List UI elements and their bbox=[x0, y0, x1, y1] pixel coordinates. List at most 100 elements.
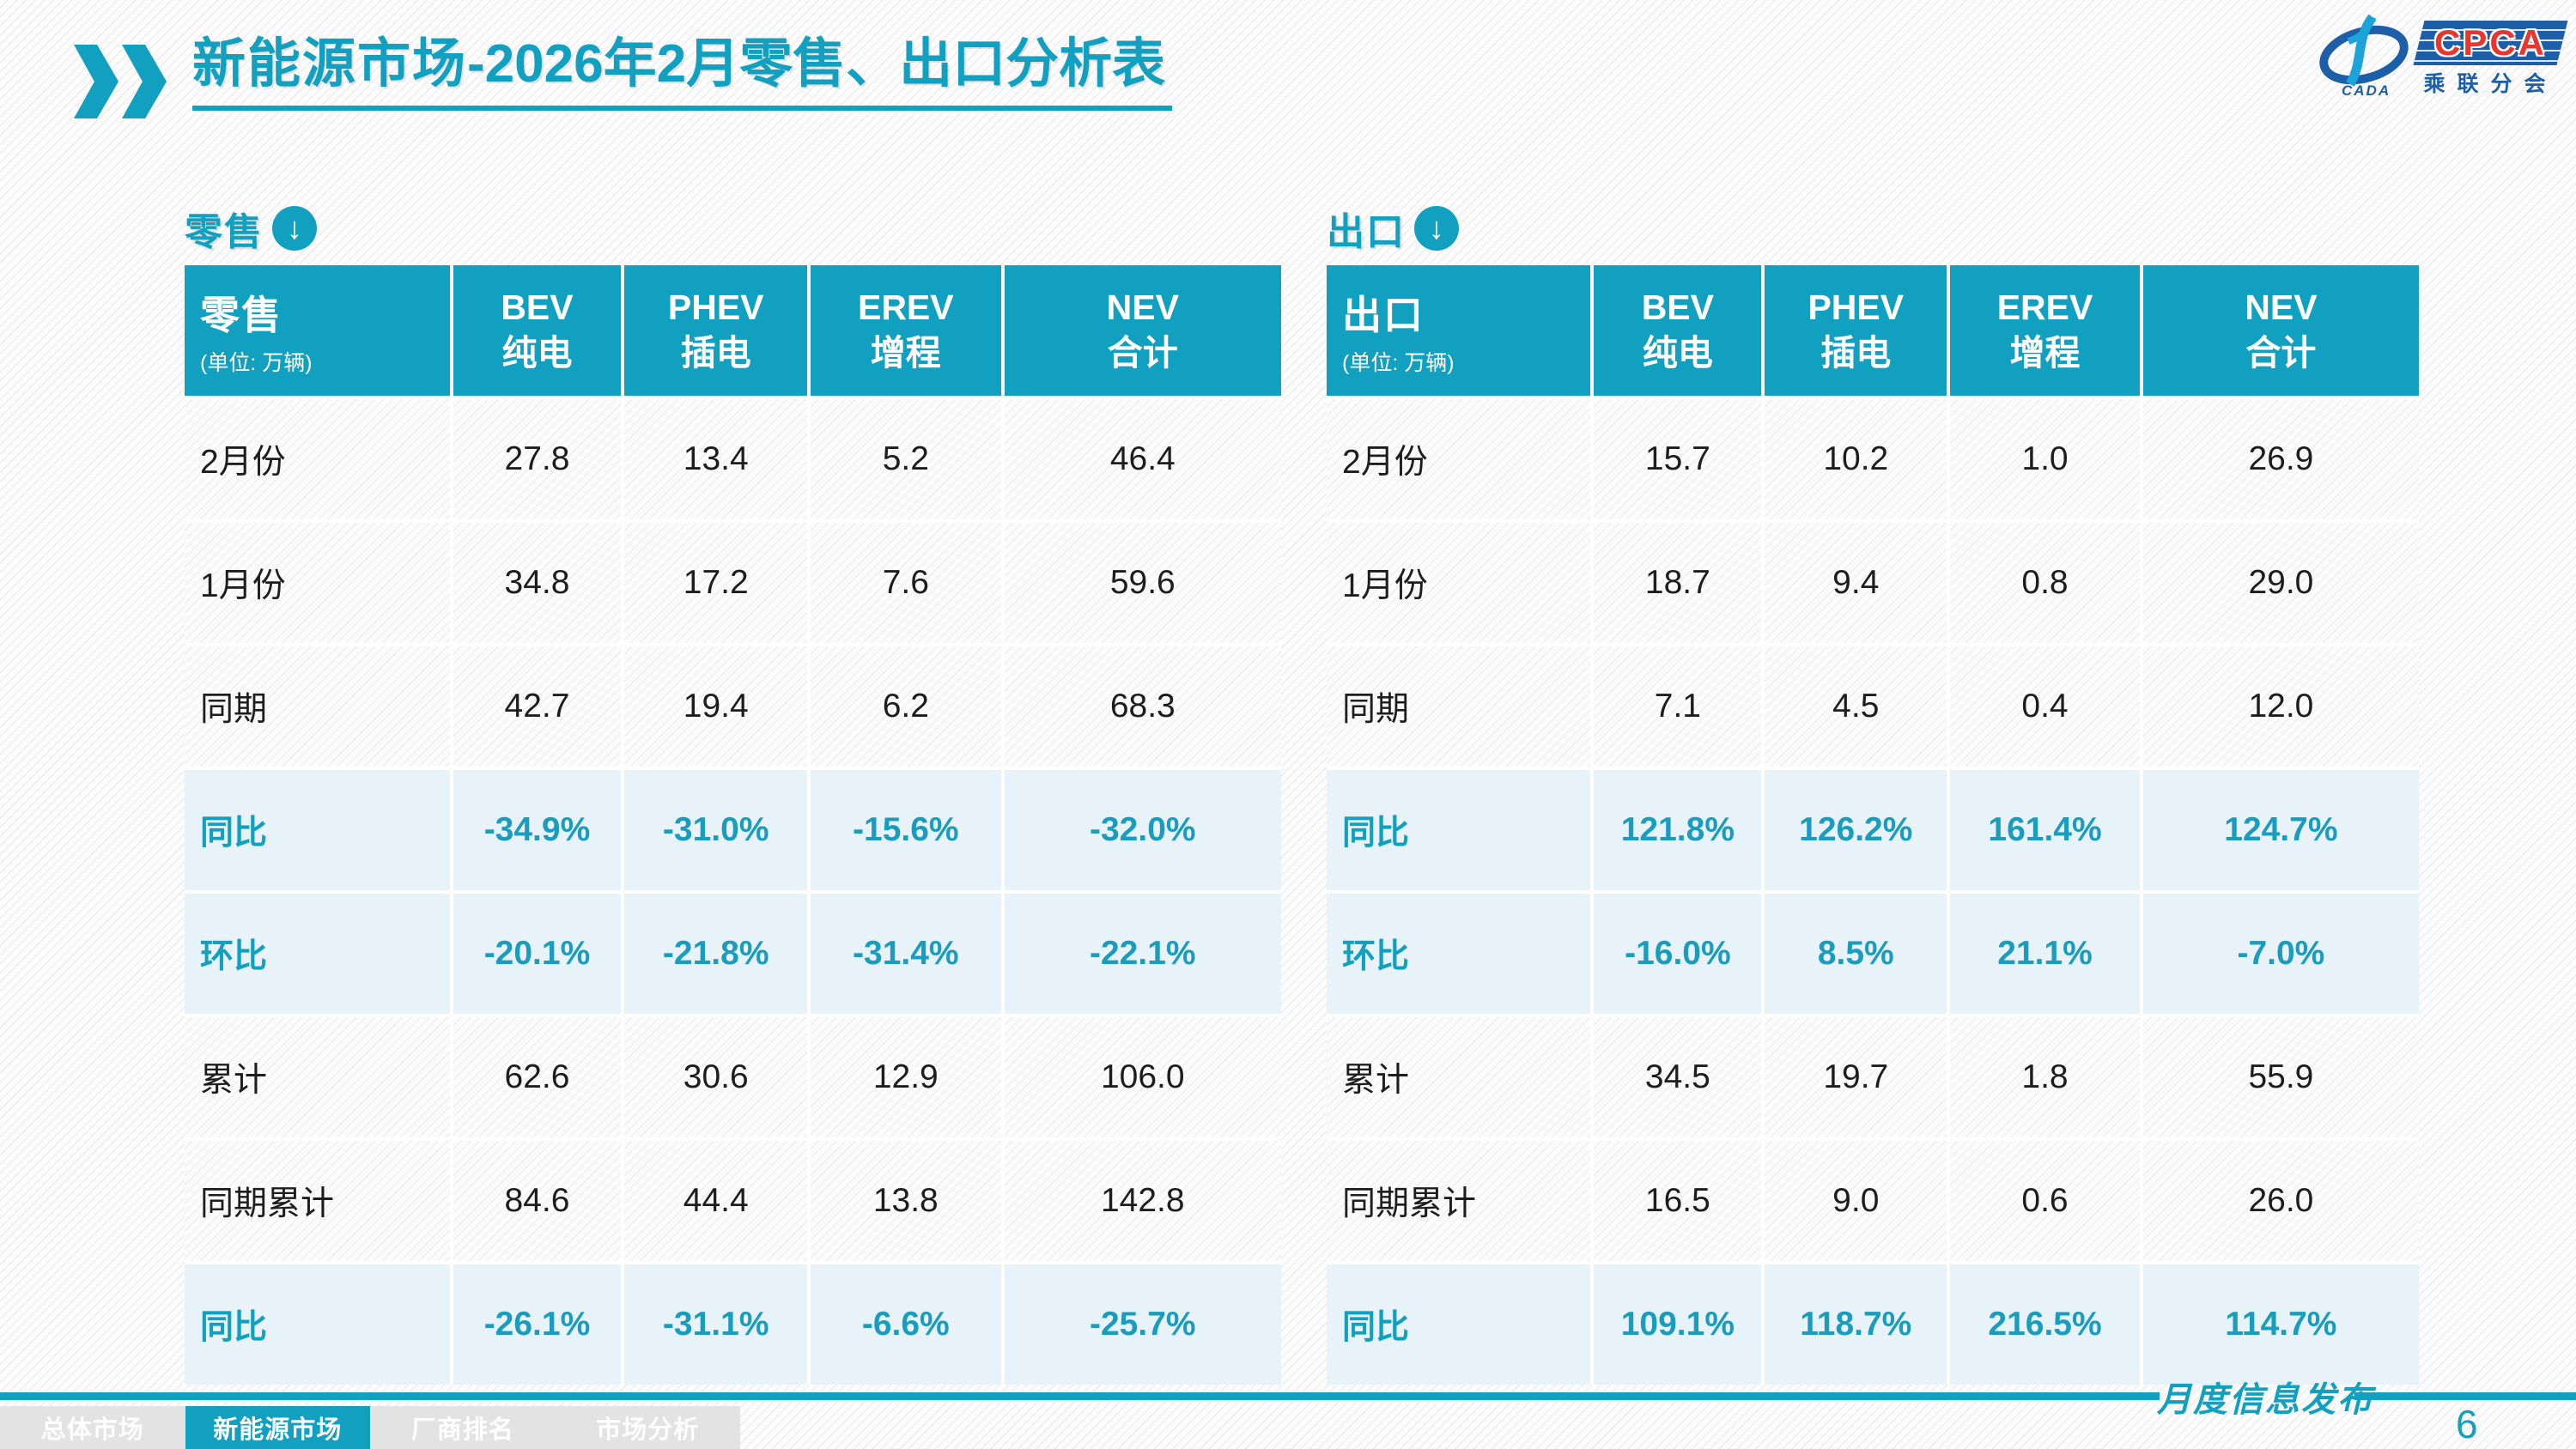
table-cell: 34.5 bbox=[1594, 1017, 1762, 1137]
cpca-wordmark: CPCA 乘联分会 bbox=[2413, 21, 2568, 98]
table-cell: 84.6 bbox=[453, 1141, 622, 1261]
table-cell: -22.1% bbox=[1004, 894, 1281, 1014]
section-label: 出口 bbox=[1327, 211, 1406, 253]
table-cell: 161.4% bbox=[1950, 770, 2140, 890]
table-cell: 19.4 bbox=[624, 646, 808, 767]
column-header-line2: 插电 bbox=[1820, 333, 1892, 373]
footer-note: 月度信息发布 bbox=[2157, 1380, 2373, 1419]
table-cell: -32.0% bbox=[1004, 770, 1281, 890]
column-header: EREV 增程 bbox=[1950, 265, 2140, 396]
table-cell: 19.7 bbox=[1765, 1017, 1947, 1137]
table-cell: -16.0% bbox=[1594, 894, 1762, 1014]
row-label: 1月份 bbox=[1327, 523, 1591, 643]
bottom-nav: 总体市场 新能源市场 厂商排名 市场分析 bbox=[0, 1406, 740, 1449]
table-cell: 121.8% bbox=[1594, 770, 1762, 890]
page-title-rest: -2026年2月零售、出口分析表 bbox=[467, 34, 1166, 94]
table-cell: 26.0 bbox=[2142, 1141, 2419, 1261]
table-cell: 124.7% bbox=[2142, 770, 2419, 890]
cpca-band: CPCA bbox=[2413, 21, 2568, 65]
table-cell: 1.0 bbox=[1950, 399, 2140, 519]
column-header-line1: PHEV bbox=[667, 287, 764, 327]
nav-tab-1[interactable]: 总体市场 bbox=[40, 1416, 144, 1444]
table-cell: 62.6 bbox=[453, 1017, 622, 1137]
column-header: NEV 合计 bbox=[2142, 265, 2419, 396]
table-cell: 8.5% bbox=[1765, 894, 1947, 1014]
table-cell: -25.7% bbox=[1004, 1264, 1281, 1385]
row-label: 同比 bbox=[185, 770, 450, 890]
table-cell: -6.6% bbox=[811, 1264, 1001, 1385]
column-header: BEV 纯电 bbox=[453, 265, 622, 396]
column-header-line1: EREV bbox=[1996, 287, 2093, 327]
row-label: 同比 bbox=[1327, 1264, 1591, 1385]
export-section-header: 出口 ↓ bbox=[1327, 200, 2419, 257]
table-cell: 26.9 bbox=[2142, 399, 2419, 519]
table-cell: 21.1% bbox=[1950, 894, 2140, 1014]
nav-tab-4[interactable]: 市场分析 bbox=[596, 1416, 700, 1444]
column-header-line1: BEV bbox=[1641, 287, 1715, 327]
page-title: 新能源市场-2026年2月零售、出口分析表 bbox=[192, 34, 1173, 112]
row-label: 环比 bbox=[185, 894, 450, 1014]
column-header-line2: 纯电 bbox=[501, 333, 573, 373]
retail-section-header: 零售 ↓ bbox=[185, 200, 1281, 257]
table-cell: 12.9 bbox=[811, 1017, 1001, 1137]
column-header-line2: 增程 bbox=[870, 333, 941, 373]
table-cell: 126.2% bbox=[1765, 770, 1947, 890]
table-header-unit: (单位: 万辆) bbox=[200, 351, 313, 375]
table-cell: -26.1% bbox=[453, 1264, 622, 1385]
table-cell: 109.1% bbox=[1594, 1264, 1762, 1385]
table-cell: 4.5 bbox=[1765, 646, 1947, 767]
footer-rule-right bbox=[2354, 1392, 2576, 1400]
row-label: 同比 bbox=[1327, 770, 1591, 890]
row-label: 同比 bbox=[185, 1264, 450, 1385]
row-label: 2月份 bbox=[185, 399, 450, 519]
table-cell: 1.8 bbox=[1950, 1017, 2140, 1137]
column-header: BEV 纯电 bbox=[1594, 265, 1762, 396]
row-label: 累计 bbox=[1327, 1017, 1591, 1137]
arrow-down-circle-icon: ↓ bbox=[1414, 206, 1459, 251]
cada-text: CADA bbox=[2342, 82, 2391, 98]
table-cell: 9.4 bbox=[1765, 523, 1947, 643]
column-header-line1: PHEV bbox=[1807, 287, 1905, 327]
table-cell: 59.6 bbox=[1004, 523, 1281, 643]
column-header: PHEV 插电 bbox=[1765, 265, 1947, 396]
table-header-title: 出口 bbox=[1342, 293, 1425, 337]
column-header-line1: EREV bbox=[857, 287, 954, 327]
table-cell: 13.8 bbox=[811, 1141, 1001, 1261]
table-cell: 18.7 bbox=[1594, 523, 1762, 643]
table-cell: 106.0 bbox=[1004, 1017, 1281, 1137]
column-header-line2: 合计 bbox=[1107, 333, 1178, 373]
column-header-line2: 合计 bbox=[2245, 333, 2317, 373]
page-title-main: 新能源市场 bbox=[192, 34, 468, 94]
row-label: 2月份 bbox=[1327, 399, 1591, 519]
row-label: 同期 bbox=[185, 646, 450, 767]
section-label: 零售 bbox=[185, 211, 264, 253]
table-cell: 13.4 bbox=[624, 399, 808, 519]
row-label: 累计 bbox=[185, 1017, 450, 1137]
cpca-subtitle: 乘联分会 bbox=[2423, 72, 2558, 96]
table-header-unit: (单位: 万辆) bbox=[1342, 351, 1455, 375]
export-section: 出口 ↓ 出口 (单位: 万辆) BEV 纯电 PHEV 插电 EREV 增程 NEV 合计 2月份… bbox=[1327, 200, 2419, 1385]
column-header-line1: BEV bbox=[501, 287, 574, 327]
table-header-label: 零售 (单位: 万辆) bbox=[185, 265, 450, 396]
table-cell: -31.1% bbox=[624, 1264, 808, 1385]
table-cell: 17.2 bbox=[624, 523, 808, 643]
table-cell: -15.6% bbox=[811, 770, 1001, 890]
table-cell: 0.8 bbox=[1950, 523, 2140, 643]
table-cell: 114.7% bbox=[2142, 1264, 2419, 1385]
table-cell: 12.0 bbox=[2142, 646, 2419, 767]
cpca-text: CPCA bbox=[2433, 22, 2547, 63]
table-cell: 216.5% bbox=[1950, 1264, 2140, 1385]
table-cell: 30.6 bbox=[624, 1017, 808, 1137]
column-header-line1: NEV bbox=[1106, 287, 1179, 327]
table-cell: 34.8 bbox=[453, 523, 622, 643]
table-cell: -31.4% bbox=[811, 894, 1001, 1014]
table-cell: -31.0% bbox=[624, 770, 808, 890]
arrow-down-circle-icon: ↓ bbox=[272, 206, 317, 251]
nav-tab-2[interactable]: 新能源市场 bbox=[185, 1406, 370, 1449]
nav-tab-3[interactable]: 厂商排名 bbox=[410, 1416, 514, 1444]
retail-table: 零售 (单位: 万辆) BEV 纯电 PHEV 插电 EREV 增程 NEV 合计 2月份 27.8 1… bbox=[185, 265, 1281, 1385]
column-header-line2: 纯电 bbox=[1642, 333, 1713, 373]
export-table: 出口 (单位: 万辆) BEV 纯电 PHEV 插电 EREV 增程 NEV 合计 2月份 15.7 1… bbox=[1327, 265, 2419, 1385]
row-label: 同期累计 bbox=[1327, 1141, 1591, 1261]
cpca-logo: CADA CPCA 乘联分会 bbox=[2316, 12, 2568, 98]
